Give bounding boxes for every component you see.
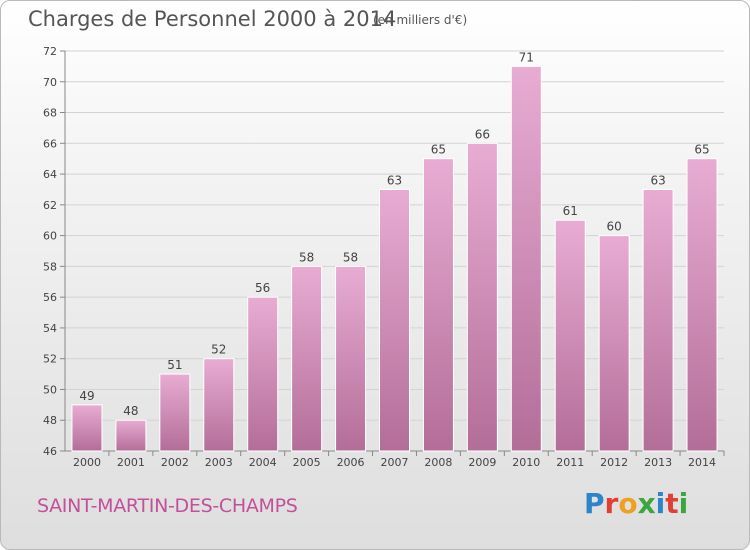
y-tick-label: 48 xyxy=(43,414,57,427)
x-tick-label-2010: 2010 xyxy=(512,456,540,469)
logo-letter: i xyxy=(678,487,689,520)
chart-title: Charges de Personnel 2000 à 2014 xyxy=(28,7,397,31)
data-label-2004: 56 xyxy=(255,281,270,295)
data-label-2012: 60 xyxy=(607,220,622,234)
data-label-2002: 51 xyxy=(167,358,182,372)
data-label-2005: 58 xyxy=(299,250,314,264)
y-tick-label: 62 xyxy=(43,199,57,212)
bar-2004 xyxy=(247,296,279,452)
unit-note: (en milliers d'€) xyxy=(373,13,468,27)
data-label-2003: 52 xyxy=(211,343,226,357)
x-tick-label-2012: 2012 xyxy=(600,456,628,469)
bar-2005 xyxy=(291,265,323,452)
y-tick-label: 60 xyxy=(43,230,57,243)
bar-2013 xyxy=(642,188,674,452)
bar-2001 xyxy=(115,419,147,452)
bar-2014 xyxy=(686,158,718,452)
logo-letter: r xyxy=(604,487,619,520)
bar-2006 xyxy=(335,265,367,452)
y-tick-label: 58 xyxy=(43,260,57,273)
x-tick-label-2002: 2002 xyxy=(161,456,189,469)
bar-2012 xyxy=(598,235,630,452)
x-tick-label-2003: 2003 xyxy=(205,456,233,469)
bar-2007 xyxy=(379,188,410,452)
y-tick-label: 72 xyxy=(43,45,57,58)
bar-2000 xyxy=(71,404,103,452)
y-tick-label: 46 xyxy=(43,445,57,458)
data-label-2011: 61 xyxy=(563,204,578,218)
data-label-2013: 63 xyxy=(650,173,665,187)
y-tick-label: 52 xyxy=(43,353,57,366)
x-tick-label-2008: 2008 xyxy=(424,456,452,469)
logo-letter: x xyxy=(637,487,656,520)
x-tick-label-2013: 2013 xyxy=(644,456,672,469)
x-tick-label-2011: 2011 xyxy=(556,456,584,469)
bar-2003 xyxy=(203,358,235,452)
x-tick-label-2014: 2014 xyxy=(688,456,716,469)
data-label-2009: 66 xyxy=(475,127,490,141)
bar-2009 xyxy=(466,142,498,452)
data-label-2001: 48 xyxy=(123,404,138,418)
x-tick-label-2005: 2005 xyxy=(293,456,321,469)
commune-name: SAINT-MARTIN-DES-CHAMPS xyxy=(37,495,298,517)
x-tick-label-2009: 2009 xyxy=(468,456,496,469)
data-label-2014: 65 xyxy=(694,143,709,157)
x-tick-label-2004: 2004 xyxy=(249,456,277,469)
x-tick-label-2007: 2007 xyxy=(381,456,409,469)
y-tick-label: 64 xyxy=(43,168,57,181)
x-tick-label-2006: 2006 xyxy=(337,456,365,469)
logo-letter: t xyxy=(665,487,679,520)
y-tick-label: 56 xyxy=(43,291,57,304)
data-label-2007: 63 xyxy=(387,173,402,187)
data-label-2010: 71 xyxy=(519,50,534,64)
bar-2010 xyxy=(510,65,542,452)
logo-letter: o xyxy=(618,487,638,520)
y-tick-labels: 46 48 50 52 54 56 58 60 62 64 66 68 70 72 xyxy=(43,45,57,458)
bar-2008 xyxy=(422,158,454,452)
y-tick-label: 54 xyxy=(43,322,57,335)
data-label-2000: 49 xyxy=(79,389,94,403)
logo-letter: i xyxy=(655,487,666,520)
bar-2011 xyxy=(554,219,586,452)
logo-letter: P xyxy=(584,487,605,520)
bars xyxy=(71,65,718,452)
x-tick-label-2001: 2001 xyxy=(117,456,145,469)
y-tick-label: 70 xyxy=(43,76,57,89)
y-tick-label: 66 xyxy=(43,137,57,150)
data-label-2006: 58 xyxy=(343,250,358,264)
bar-2002 xyxy=(159,373,191,452)
x-tick-labels: 2000 2001 2002 2003 2004 2005 2006 2007 2008 2009… xyxy=(73,456,716,469)
x-tick-label-2000: 2000 xyxy=(73,456,101,469)
data-labels: 49 48 51 52 56 58 58 63 65 66 71 61 60 63 65 xyxy=(79,50,709,418)
proxiti-logo: Proxiti xyxy=(584,487,688,520)
data-label-2008: 65 xyxy=(431,143,446,157)
y-tick-label: 68 xyxy=(43,107,57,120)
y-tick-label: 50 xyxy=(43,383,57,396)
